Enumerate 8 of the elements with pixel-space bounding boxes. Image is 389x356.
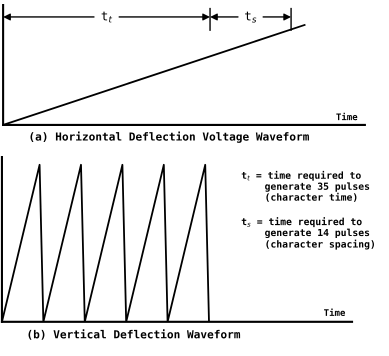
x-axis-title: Time (336, 112, 358, 120)
annotation: t$_{s}$ = time required to generate 14 pulses (character spacing) (242, 217, 374, 250)
text: t$_{s}$ (245, 12, 256, 23)
x-axis-title: Time (324, 308, 346, 316)
text: (a) Horizontal Deflection Voltage Waveform (30, 132, 309, 143)
text: (b) Vertical Deflection Waveform (28, 329, 240, 340)
annotation: t$_{t}$ = time required to generate 35 pulses (character time) (242, 170, 370, 202)
text: t$_{t}$ (102, 12, 112, 22)
